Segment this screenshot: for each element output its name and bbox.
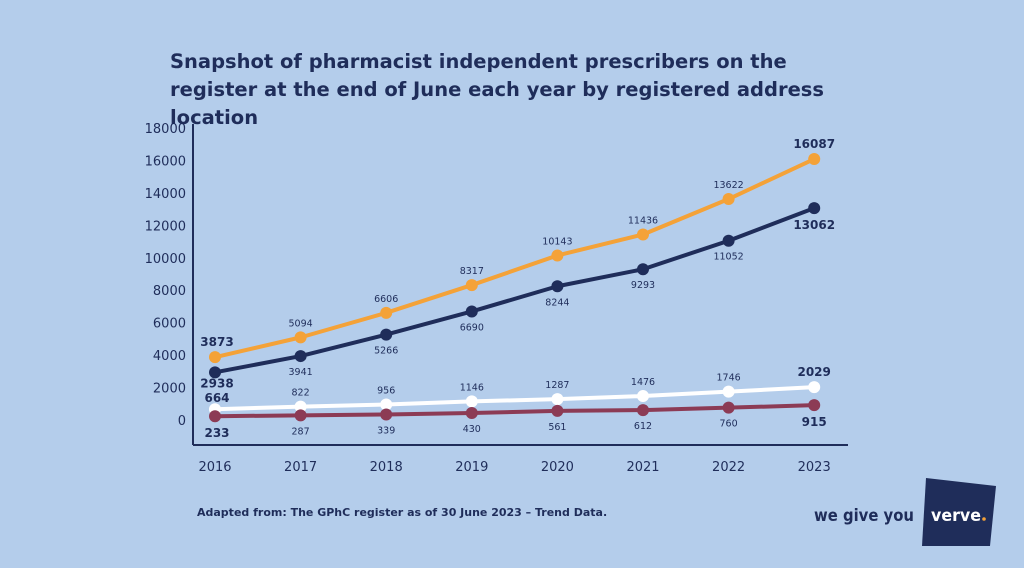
data-label: 3941 xyxy=(289,367,313,378)
data-point xyxy=(294,350,307,363)
data-point xyxy=(722,401,735,414)
verve-logo: we give you verve xyxy=(814,478,996,546)
x-tick-label: 2020 xyxy=(541,460,574,475)
data-point xyxy=(465,395,478,408)
y-tick-label: 18000 xyxy=(145,122,186,137)
data-label: 13622 xyxy=(713,180,743,191)
data-point xyxy=(294,400,307,413)
data-point xyxy=(722,193,735,206)
logo-dot xyxy=(982,517,986,521)
data-point xyxy=(551,249,564,262)
data-label: 6690 xyxy=(460,322,484,333)
data-point xyxy=(808,381,821,394)
series-line xyxy=(214,385,815,412)
data-label: 561 xyxy=(548,422,566,433)
data-point xyxy=(722,385,735,398)
data-point xyxy=(637,228,649,241)
chart-title: Snapshot of pharmacist independent presc… xyxy=(170,50,825,129)
data-point xyxy=(294,331,307,344)
logo-text: we give you xyxy=(814,506,914,526)
data-label: 1287 xyxy=(545,380,569,391)
data-point xyxy=(465,305,478,318)
data-point xyxy=(808,153,821,166)
x-tick-label: 2016 xyxy=(198,460,231,475)
data-label: 11436 xyxy=(628,215,658,226)
data-point xyxy=(380,408,393,421)
x-tick-label: 2018 xyxy=(370,460,403,475)
y-tick-label: 0 xyxy=(178,414,186,429)
data-label: 6606 xyxy=(374,294,398,305)
series-line xyxy=(214,206,815,375)
data-label: 612 xyxy=(634,421,652,432)
data-label: 1746 xyxy=(717,373,741,384)
data-point xyxy=(465,279,478,292)
x-tick-label: 2022 xyxy=(712,460,745,475)
data-point xyxy=(294,409,307,422)
data-point xyxy=(808,202,821,215)
y-tick-label: 4000 xyxy=(153,349,186,364)
data-label: 5266 xyxy=(374,346,398,357)
y-tick-label: 2000 xyxy=(153,382,186,397)
data-point xyxy=(551,393,564,406)
data-label: 10143 xyxy=(542,236,572,247)
y-tick-label: 10000 xyxy=(145,252,186,267)
data-point xyxy=(465,407,478,420)
data-point xyxy=(209,351,221,364)
data-label: 915 xyxy=(802,415,827,429)
x-tick-label: 2017 xyxy=(284,460,317,475)
data-label: 1146 xyxy=(460,382,484,393)
data-label: 13062 xyxy=(793,218,835,232)
data-point xyxy=(808,399,821,412)
y-tick-label: 6000 xyxy=(153,317,186,332)
x-tick-label: 2023 xyxy=(798,460,831,475)
data-label: 8317 xyxy=(460,266,484,277)
series-line xyxy=(214,157,816,360)
data-point xyxy=(209,410,221,423)
data-label: 2029 xyxy=(797,365,830,379)
y-tick-label: 8000 xyxy=(153,284,186,299)
data-point xyxy=(637,263,649,276)
data-point xyxy=(637,404,649,417)
data-point xyxy=(209,366,221,379)
data-label: 9293 xyxy=(631,280,655,291)
data-label: 822 xyxy=(292,388,310,399)
series-line xyxy=(214,403,815,419)
data-label: 956 xyxy=(377,385,395,396)
data-label: 2938 xyxy=(200,376,233,390)
data-point xyxy=(380,306,393,319)
data-label: 339 xyxy=(377,426,395,437)
data-label: 8244 xyxy=(545,297,569,308)
data-label: 11052 xyxy=(713,252,743,263)
data-point xyxy=(380,328,393,341)
data-label: 233 xyxy=(204,426,229,440)
data-point xyxy=(551,404,564,417)
x-tick-label: 2021 xyxy=(626,460,659,475)
data-point xyxy=(637,390,649,403)
x-tick-label: 2019 xyxy=(455,460,488,475)
data-label: 664 xyxy=(204,391,229,405)
y-tick-label: 16000 xyxy=(145,154,186,169)
data-point xyxy=(551,280,564,293)
data-label: 1476 xyxy=(631,377,655,388)
logo-box xyxy=(922,478,996,546)
data-label: 3873 xyxy=(200,335,233,349)
source-note: Adapted from: The GPhC register as of 30… xyxy=(197,506,608,519)
data-label: 16087 xyxy=(793,137,835,151)
data-point xyxy=(722,234,735,247)
data-label: 760 xyxy=(720,419,738,430)
logo-box-text: verve xyxy=(931,506,981,526)
data-point xyxy=(380,398,393,411)
data-label: 287 xyxy=(292,426,310,437)
data-label: 430 xyxy=(463,424,481,435)
y-tick-label: 12000 xyxy=(145,219,186,234)
data-label: 5094 xyxy=(289,318,313,329)
y-tick-label: 14000 xyxy=(145,187,186,202)
